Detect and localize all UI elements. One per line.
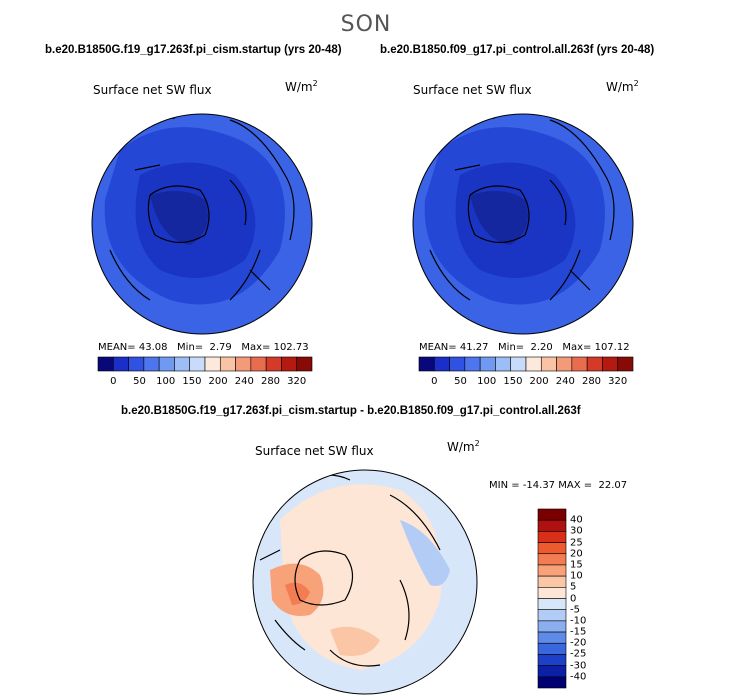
diff-colorbar-box <box>537 575 567 588</box>
diff-colorbar-box <box>537 631 567 644</box>
diff-colorbar-tick-label: -5 <box>570 604 580 616</box>
diff-field-neutral <box>280 484 442 670</box>
diff-field-negative <box>400 520 450 586</box>
right-colorbar-tick-label: 320 <box>608 376 628 387</box>
diff-colorbar-box <box>537 531 567 543</box>
right-colorbar-ticks: 0 50 100 150 200 240 280 320 <box>419 376 633 388</box>
diff-colorbar-box <box>537 564 567 577</box>
left-colorbar-tick-label: 320 <box>287 376 307 387</box>
diff-colorbar-box <box>537 609 567 622</box>
diff-colorbar-box <box>537 676 567 689</box>
left-colorbar-tick-label: 150 <box>182 376 202 387</box>
diff-case-title: b.e20.B1850G.f19_g17.263f.pi_cism.startu… <box>121 405 581 417</box>
right-case-title: b.e20.B1850.f09_g17.pi_control.all.263f … <box>380 44 655 56</box>
diff-colorbar-box <box>537 587 567 599</box>
diff-colorbar-tick-label: -25 <box>570 648 587 660</box>
diff-colorbar-ticks: 40 30 25 20 15 10 5 0 -5 -10 -15 -20 -25 -30 -40 <box>570 509 610 688</box>
left-case-title: b.e20.B1850G.f19_g17.263f.pi_cism.startu… <box>45 44 342 56</box>
right-field-core <box>470 191 528 245</box>
right-colorbar-tick-label: 150 <box>503 376 523 387</box>
diff-colorbar-box <box>537 508 567 521</box>
diff-colorbar-box <box>537 642 567 655</box>
diff-colorbar-box <box>537 654 567 666</box>
diff-field-positive-2 <box>330 626 380 656</box>
right-colorbar-tick-label: 280 <box>581 376 602 387</box>
diff-colorbar-box <box>537 553 567 566</box>
right-colorbar-tick-label: 100 <box>477 376 497 387</box>
diff-colorbar-tick-label: 0 <box>570 593 577 604</box>
diff-colorbar-tick-label: 20 <box>570 548 583 560</box>
left-colorbar-tick-label: 280 <box>260 376 281 387</box>
left-units: W/m2 <box>285 79 318 94</box>
diff-colorbar-tick-label: 10 <box>570 570 583 582</box>
left-colorbar-box <box>296 356 313 372</box>
right-colorbar-tick-label: 50 <box>454 376 467 387</box>
diff-map-border <box>252 469 478 695</box>
diff-colorbar-tick-label: 15 <box>570 559 583 571</box>
diff-colorbar-box <box>537 665 567 678</box>
diff-colorbar-tick-label: -40 <box>570 671 587 683</box>
left-stats: MEAN= 43.08 Min= 2.79 Max= 102.73 <box>98 342 309 353</box>
left-colorbar-tick-label: 100 <box>156 376 176 387</box>
diff-colorbar-tick-label: -20 <box>570 637 587 649</box>
left-colorbar-tick-label: 240 <box>234 376 254 387</box>
left-colorbar-ticks: 0 50 100 150 200 240 280 320 <box>98 376 312 388</box>
diff-plot-title: Surface net SW flux <box>255 444 374 458</box>
right-stats: MEAN= 41.27 Min= 2.20 Max= 107.12 <box>419 342 630 353</box>
diff-colorbar-box <box>537 519 567 532</box>
left-colorbar-tick-label: 0 <box>110 376 117 387</box>
diff-colorbar-tick-label: 30 <box>570 525 583 537</box>
diff-colorbar-tick-label: 5 <box>570 581 577 593</box>
diff-colorbar-box <box>537 598 567 610</box>
left-colorbar <box>97 356 313 372</box>
left-plot-title: Surface net SW flux <box>93 83 212 97</box>
diff-colorbar-tick-label: -10 <box>570 615 587 627</box>
diff-colorbar-tick-label: 25 <box>570 537 583 549</box>
diff-colorbar-box <box>537 620 567 633</box>
left-colorbar-tick-label: 50 <box>133 376 146 387</box>
diff-colorbar-tick-label: -30 <box>570 660 587 672</box>
left-map-border <box>91 113 313 335</box>
right-units: W/m2 <box>606 79 639 94</box>
right-colorbar-tick-label: 0 <box>431 376 438 387</box>
left-field-core <box>150 191 208 245</box>
right-plot-title: Surface net SW flux <box>413 83 532 97</box>
right-colorbar-tick-label: 200 <box>529 376 549 387</box>
right-colorbar-box <box>617 356 634 372</box>
left-colorbar-tick-label: 200 <box>208 376 228 387</box>
diff-units: W/m2 <box>447 439 480 454</box>
diff-colorbar-tick-label: -15 <box>570 626 587 638</box>
diff-colorbar-tick-label: 40 <box>570 514 583 526</box>
right-colorbar <box>418 356 634 372</box>
season-title: SON <box>340 12 392 37</box>
right-colorbar-tick-label: 240 <box>555 376 575 387</box>
diff-colorbar <box>537 508 567 689</box>
diff-stats: MIN = -14.37 MAX = 22.07 <box>489 480 628 491</box>
diff-colorbar-box <box>537 542 567 555</box>
right-map-border <box>412 113 634 335</box>
